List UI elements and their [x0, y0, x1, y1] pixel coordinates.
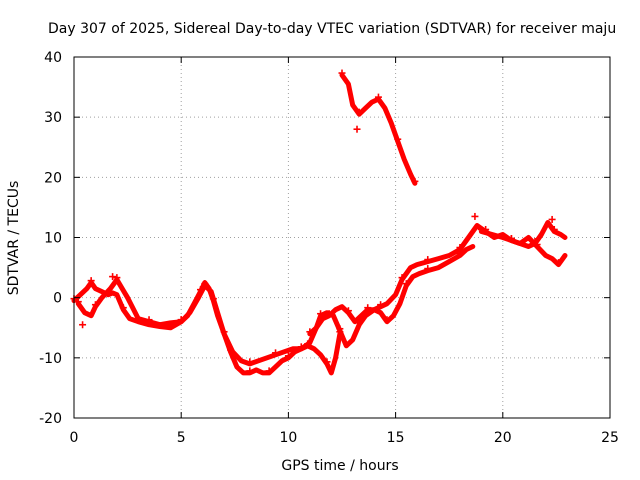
x-tick-label: 10	[279, 430, 297, 446]
tick-labels: 0 5 10 15 20 25 -20 -10 0 10 20 30 40	[39, 50, 619, 446]
series-line-track-b	[75, 223, 568, 367]
axis-ticks	[73, 56, 611, 419]
series-line-track-d	[339, 72, 418, 186]
y-tick-label: 10	[44, 231, 62, 247]
y-tick-label: 30	[44, 110, 62, 126]
x-tick-label: 5	[177, 430, 186, 446]
series-line-track-e	[478, 220, 568, 249]
y-tick-label: -10	[39, 351, 62, 367]
y-axis-label: SDTVAR / TECUs	[6, 181, 22, 296]
x-tick-label: 15	[387, 430, 405, 446]
series-line-track-a	[71, 280, 343, 376]
grid	[74, 57, 610, 418]
y-tick-label: 20	[44, 170, 62, 186]
series-line-track-c	[307, 244, 476, 337]
y-tick-label: -20	[39, 411, 62, 427]
y-tick-label: 0	[53, 291, 62, 307]
x-tick-label: 0	[70, 430, 79, 446]
y-tick-label: 40	[44, 50, 62, 66]
x-tick-label: 20	[494, 430, 512, 446]
x-axis-label: GPS time / hours	[281, 458, 398, 474]
data-traces	[71, 72, 568, 376]
x-tick-label: 25	[601, 430, 619, 446]
data-markers	[70, 69, 563, 375]
chart-title: Day 307 of 2025, Sidereal Day-to-day VTE…	[48, 21, 616, 37]
